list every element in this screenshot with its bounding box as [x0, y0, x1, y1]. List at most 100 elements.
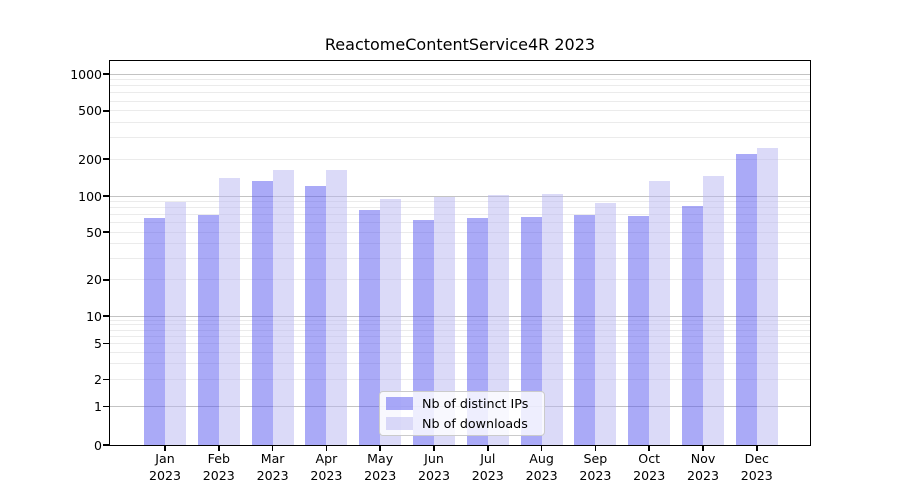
x-tick-mark: [433, 445, 435, 451]
x-tick-label-apr: Apr 2023: [310, 451, 343, 483]
x-tick-label-jul: Jul 2023: [471, 451, 504, 483]
x-tick-label-nov: Nov 2023: [686, 451, 720, 483]
bar-nb-of-distinct-ips-jan: [144, 217, 165, 445]
x-tick-label-jun: Jun 2023: [417, 451, 451, 483]
x-tick-label-aug: Aug 2023: [525, 451, 558, 483]
bar-nb-of-distinct-ips-dec: [735, 153, 757, 445]
y-tick-mark: [103, 279, 109, 281]
gridline-minor: [110, 110, 810, 112]
x-tick-mark: [648, 445, 650, 451]
bar-nb-of-distinct-ips-feb: [197, 215, 219, 445]
gridline-minor: [110, 92, 810, 94]
bar-nb-of-downloads-jun: [434, 196, 455, 445]
bar-nb-of-distinct-ips-may: [359, 210, 381, 445]
x-tick-label-sep: Sep 2023: [579, 451, 612, 483]
gridline-minor: [110, 351, 810, 353]
x-tick-mark: [756, 445, 758, 451]
gridline-minor: [110, 243, 810, 245]
chart-title: ReactomeContentService4R 2023: [324, 35, 596, 54]
bar-nb-of-downloads-nov: [703, 175, 724, 445]
gridline-minor: [110, 100, 810, 102]
x-tick-label-jan: Jan 2023: [148, 451, 182, 483]
gridline-minor: [110, 324, 810, 326]
legend-label-distinct-ips: Nb of distinct IPs: [422, 396, 529, 411]
legend-label-downloads: Nb of downloads: [422, 416, 528, 431]
gridline-major: [110, 315, 810, 317]
y-tick-label: 1: [94, 399, 102, 415]
y-tick-label: 2: [94, 371, 102, 387]
gridline-major: [110, 195, 810, 197]
bar-nb-of-downloads-oct: [649, 180, 671, 445]
bar-nb-of-distinct-ips-nov: [682, 205, 703, 445]
gridline-minor: [110, 279, 810, 281]
gridline-minor: [110, 158, 810, 160]
gridline-major: [110, 73, 810, 75]
gridline-minor: [110, 207, 810, 209]
legend-row-distinct-ips: Nb of distinct IPs: [380, 394, 544, 414]
bar-nb-of-downloads-may: [380, 199, 402, 445]
gridline-minor: [110, 319, 810, 321]
x-tick-label-oct: Oct 2023: [633, 451, 666, 483]
y-tick-mark: [103, 342, 109, 345]
bar-nb-of-downloads-feb: [218, 177, 240, 445]
x-tick-mark: [379, 445, 381, 451]
y-tick-label: 100: [78, 188, 102, 204]
x-tick-mark: [218, 445, 220, 451]
x-tick-label-may: May 2023: [364, 451, 397, 483]
gridline-minor: [110, 362, 810, 364]
bar-nb-of-distinct-ips-apr: [305, 185, 327, 445]
y-tick-mark: [103, 231, 109, 233]
bar-nb-of-distinct-ips-sep: [574, 214, 596, 445]
y-tick-label: 5: [94, 335, 102, 351]
y-tick-label: 10: [86, 308, 102, 324]
y-tick-label: 200: [78, 151, 102, 167]
bar-nb-of-distinct-ips-aug: [520, 216, 542, 445]
y-tick-mark: [103, 158, 109, 161]
y-tick-mark: [103, 73, 109, 75]
bar-nb-of-downloads-dec: [756, 147, 778, 445]
gridline-minor: [110, 122, 810, 124]
y-tick-label: 0: [94, 437, 102, 453]
bar-nb-of-downloads-mar: [272, 170, 294, 445]
x-tick-mark: [487, 445, 489, 451]
y-tick-label: 50: [86, 224, 102, 240]
x-tick-mark: [594, 445, 597, 451]
gridline-minor: [110, 200, 810, 202]
bar-nb-of-distinct-ips-jul: [466, 217, 488, 445]
bar-nb-of-downloads-sep: [595, 203, 617, 445]
x-tick-label-mar: Mar 2023: [256, 451, 289, 483]
gridline-minor: [110, 378, 810, 380]
bar-nb-of-downloads-apr: [326, 170, 348, 445]
bar-nb-of-distinct-ips-mar: [251, 180, 273, 445]
y-tick-mark: [103, 195, 109, 197]
bar-nb-of-distinct-ips-jun: [413, 220, 434, 445]
gridline-minor: [110, 222, 810, 224]
y-tick-mark: [103, 109, 109, 112]
gridline-minor: [110, 85, 810, 87]
bar-nb-of-downloads-aug: [541, 194, 563, 445]
gridline-minor: [110, 258, 810, 260]
legend-row-downloads: Nb of downloads: [380, 414, 544, 434]
gridline-minor: [110, 214, 810, 216]
y-tick-mark: [103, 315, 109, 317]
x-tick-mark: [164, 445, 166, 451]
x-tick-label-dec: Dec 2023: [740, 451, 773, 483]
x-tick-mark: [702, 445, 704, 451]
legend-swatch-downloads: [386, 417, 413, 430]
bar-nb-of-distinct-ips-oct: [628, 216, 650, 445]
y-tick-mark: [103, 405, 109, 408]
x-tick-mark: [271, 445, 274, 451]
y-tick-label: 500: [78, 103, 102, 119]
legend: Nb of distinct IPs Nb of downloads: [379, 391, 545, 436]
y-tick-label: 20: [86, 272, 102, 288]
bar-nb-of-downloads-jul: [487, 194, 509, 445]
legend-swatch-distinct-ips: [386, 397, 413, 410]
bar-nb-of-downloads-jan: [165, 201, 186, 445]
gridline-minor: [110, 231, 810, 233]
x-tick-label-feb: Feb 2023: [202, 451, 235, 483]
gridline-minor: [110, 335, 810, 337]
y-tick-mark: [103, 378, 109, 381]
x-tick-mark: [540, 445, 543, 451]
gridline-minor: [110, 342, 810, 344]
